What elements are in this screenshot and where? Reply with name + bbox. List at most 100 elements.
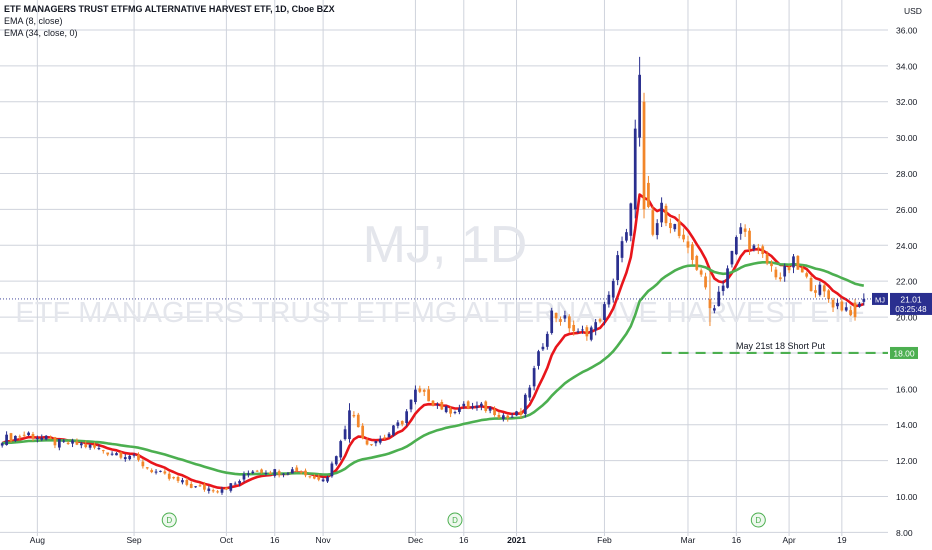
candle-body <box>827 290 831 300</box>
candle-body <box>466 401 470 409</box>
candle-body <box>691 244 694 260</box>
candle-body <box>515 411 518 416</box>
countdown-label: 03:25:48 <box>895 305 927 314</box>
y-tick-label: 24.00 <box>896 241 918 251</box>
candle-body <box>203 484 206 490</box>
candle-body <box>49 437 52 439</box>
x-tick-label: Sep <box>127 535 142 545</box>
candle-body <box>567 316 571 329</box>
candle-body <box>242 474 246 480</box>
candle-body <box>449 408 452 414</box>
candle-body <box>471 406 474 409</box>
candle-body <box>163 471 167 474</box>
currency-label: USD <box>904 6 922 16</box>
candle-body <box>119 452 123 458</box>
candle-body <box>79 443 83 446</box>
candle-body <box>519 411 523 415</box>
candle-body <box>216 491 219 493</box>
candle-body <box>554 312 558 319</box>
candle-body <box>572 324 576 332</box>
level-annotation: May 21st 18 Short Put <box>736 341 826 351</box>
candle-body <box>339 441 343 458</box>
candle-body <box>27 432 30 436</box>
candle-body <box>796 255 800 270</box>
ema34-legend-label: EMA (34, close, 0) <box>4 28 78 38</box>
candle-body <box>853 302 857 318</box>
candle-body <box>176 476 180 481</box>
candle-body <box>726 268 729 288</box>
candle-body <box>814 290 817 293</box>
candle-body <box>756 247 760 249</box>
candle-body <box>378 438 382 443</box>
candle-body <box>783 266 787 277</box>
symbol-tag <box>872 292 888 305</box>
candle-body <box>321 479 325 482</box>
chart-title: ETF MANAGERS TRUST ETFMG ALTERNATIVE HAR… <box>4 4 335 14</box>
candle-body <box>115 453 118 456</box>
candle-body <box>589 327 593 340</box>
candle-body <box>88 444 92 448</box>
candle-body <box>181 480 184 483</box>
candle-body <box>53 437 57 446</box>
candle-body <box>299 471 303 473</box>
y-tick-label: 10.00 <box>896 492 918 502</box>
candle-body <box>14 435 17 441</box>
candle-body <box>167 473 171 479</box>
y-tick-label: 32.00 <box>896 97 918 107</box>
candle-body <box>734 237 738 255</box>
candle-body <box>686 241 690 248</box>
candle-body <box>739 227 743 234</box>
candle-body <box>840 301 844 311</box>
candle-body <box>603 304 606 320</box>
ema-line-34 <box>2 261 865 476</box>
candle-body <box>695 255 699 270</box>
candle-body <box>805 273 809 277</box>
candle-body <box>198 485 202 487</box>
candle-body <box>31 433 35 439</box>
candle-body <box>497 414 501 418</box>
x-tick-label: Dec <box>408 535 424 545</box>
candle-body <box>352 414 356 417</box>
candle-body <box>721 285 725 292</box>
candle-body <box>818 284 822 295</box>
candle-body <box>493 409 496 416</box>
candle-body <box>71 440 74 444</box>
candle-body <box>9 433 13 442</box>
last-price-tag <box>890 292 932 315</box>
candle-body <box>458 408 461 412</box>
candle-body <box>862 298 866 302</box>
candle-body <box>708 299 712 309</box>
candle-body <box>150 470 154 473</box>
candle-body <box>598 319 602 322</box>
candle-body <box>260 469 263 473</box>
candle-body <box>607 294 611 305</box>
candle-body <box>651 210 655 235</box>
dividend-marker <box>750 512 766 528</box>
x-tick-label: Mar <box>681 535 696 545</box>
candle-body <box>247 473 250 475</box>
candle-body <box>101 450 105 452</box>
candle-body <box>761 246 765 255</box>
candle-body <box>172 477 176 479</box>
candle-body <box>809 277 813 292</box>
candle-body <box>528 387 532 398</box>
candle-body <box>792 256 795 268</box>
candle-body <box>712 308 716 311</box>
candle-body <box>185 480 189 485</box>
candle-body <box>36 438 39 440</box>
candle-body <box>123 457 127 460</box>
candle-body <box>145 467 149 469</box>
x-tick-label: Feb <box>597 535 612 545</box>
candle-body <box>220 489 224 493</box>
candle-body <box>334 456 338 465</box>
candle-body <box>559 319 562 322</box>
candle-body <box>431 400 435 406</box>
candle-body <box>356 414 360 428</box>
dividend-marker-label: D <box>166 516 172 525</box>
candle-body <box>488 407 492 411</box>
dividend-marker-label: D <box>755 516 761 525</box>
candle-body <box>440 401 444 410</box>
x-tick-label: 2021 <box>507 535 526 545</box>
candle-body <box>0 443 4 446</box>
